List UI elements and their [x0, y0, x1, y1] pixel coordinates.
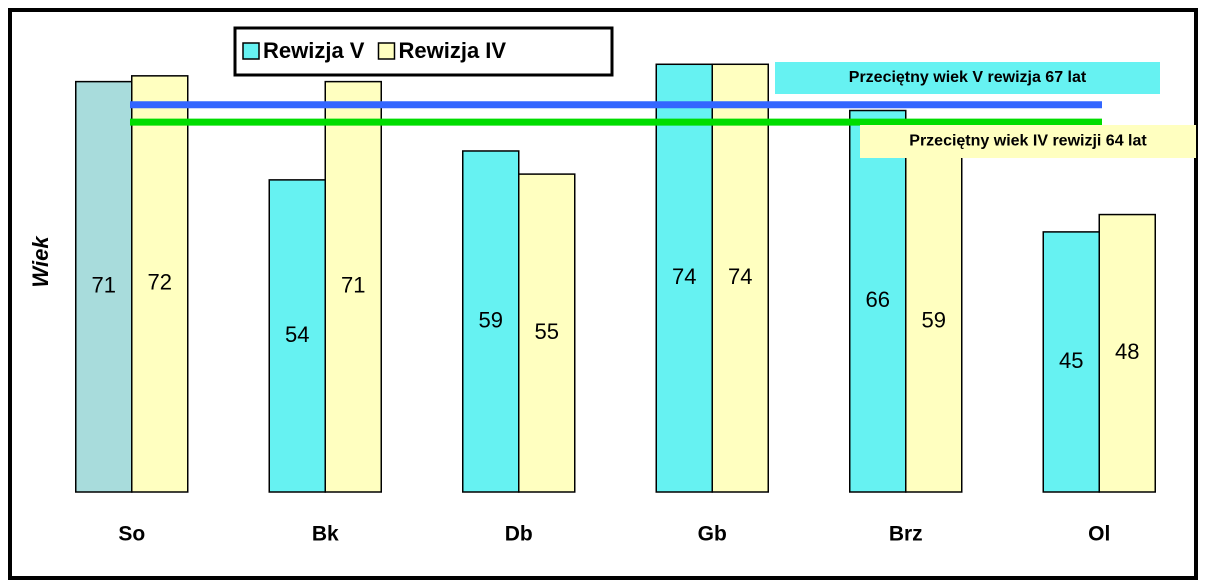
data-label: 71 — [92, 273, 116, 298]
bar — [711, 63, 769, 493]
annotation-box — [775, 62, 1160, 94]
data-label: 71 — [341, 273, 365, 298]
data-label: 72 — [148, 270, 172, 295]
legend-swatch — [242, 42, 260, 60]
legend-label: Rewizja V — [263, 38, 365, 63]
data-label: 74 — [672, 264, 696, 289]
bar — [131, 75, 189, 493]
y-axis-label: Wiek — [28, 235, 53, 288]
bar — [849, 109, 907, 493]
x-tick-label: Brz — [889, 523, 923, 546]
bar — [518, 173, 576, 493]
bar — [75, 80, 133, 493]
data-label: 45 — [1059, 348, 1083, 373]
data-label: 59 — [922, 307, 946, 332]
data-label: 59 — [479, 307, 503, 332]
annotation: Przeciętny wiek IV rewizji 64 lat — [909, 133, 1147, 150]
bar — [268, 179, 326, 493]
legend-swatch — [377, 42, 396, 60]
bar — [1042, 231, 1100, 493]
data-label: 54 — [285, 322, 309, 347]
annotation-box — [860, 125, 1196, 158]
data-label: 74 — [728, 264, 752, 289]
bar — [462, 150, 520, 493]
annotation: Przeciętny wiek V rewizja 67 lat — [849, 69, 1087, 86]
x-tick-label: Ol — [1088, 523, 1110, 546]
bar — [655, 63, 713, 493]
data-label: 48 — [1115, 339, 1139, 364]
x-tick-label: Db — [505, 523, 533, 546]
data-label: 66 — [866, 287, 890, 312]
x-tick-label: So — [118, 523, 145, 546]
bar — [324, 80, 382, 493]
bar — [1098, 213, 1156, 493]
x-tick-label: Gb — [698, 523, 727, 546]
legend-box — [233, 26, 614, 77]
x-tick-label: Bk — [312, 523, 339, 546]
legend-label: Rewizja IV — [398, 38, 506, 63]
bar — [905, 150, 963, 493]
data-label: 55 — [535, 319, 559, 344]
